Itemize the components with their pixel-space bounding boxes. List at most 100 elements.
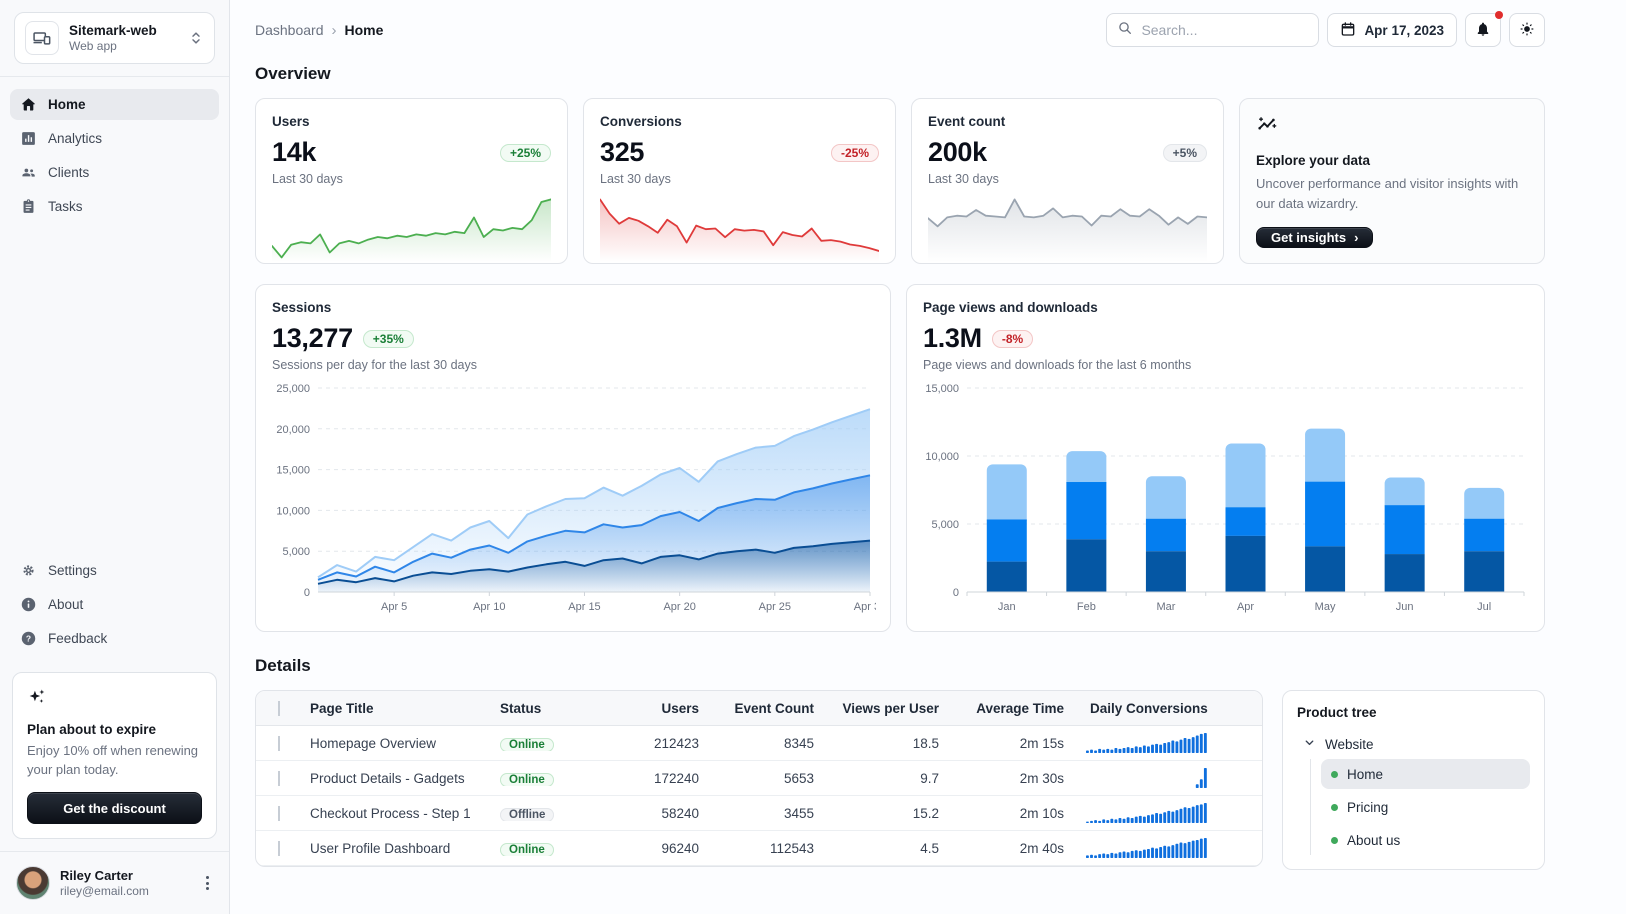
page-title-cell: Checkout Process - Step 1 bbox=[310, 805, 471, 821]
sidebar-menu: Home Analytics Clients Tasks bbox=[0, 77, 229, 234]
daily-conversions-sparkbar bbox=[1086, 733, 1207, 753]
stat-title: Users bbox=[272, 114, 310, 129]
sessions-value: 13,277 bbox=[272, 323, 353, 353]
notification-badge bbox=[1495, 11, 1503, 19]
svg-text:Mar: Mar bbox=[1156, 601, 1175, 613]
sidebar-item-feedback[interactable]: ? Feedback bbox=[10, 623, 219, 654]
daily-conversions-sparkbar bbox=[1195, 768, 1207, 788]
breadcrumb: Dashboard › Home bbox=[255, 22, 383, 39]
svg-text:May: May bbox=[1315, 601, 1336, 613]
svg-text:15,000: 15,000 bbox=[276, 465, 310, 477]
tree-bullet-dot bbox=[1331, 836, 1338, 844]
svg-text:0: 0 bbox=[953, 587, 959, 599]
stat-value: 14k bbox=[272, 137, 317, 167]
sidebar-item-label: About bbox=[48, 597, 84, 613]
svg-text:20,000: 20,000 bbox=[276, 424, 310, 436]
column-header[interactable]: Average Time bbox=[976, 700, 1064, 716]
workspace-name: Sitemark-web bbox=[69, 23, 157, 38]
breadcrumb-dashboard[interactable]: Dashboard bbox=[255, 22, 324, 38]
svg-text:25,000: 25,000 bbox=[276, 383, 310, 395]
column-header[interactable]: Page Title bbox=[310, 700, 374, 716]
breadcrumb-home: Home bbox=[344, 22, 384, 38]
tree-item-home[interactable]: Home bbox=[1321, 759, 1530, 789]
tree-bullet-dot bbox=[1331, 803, 1338, 811]
search-box[interactable] bbox=[1106, 13, 1320, 47]
page-title-cell: User Profile Dashboard bbox=[310, 840, 451, 856]
sessions-chart: 0 5,000 10,000 15,000 20,000 25,000 Apr 5 Apr 1… bbox=[276, 383, 886, 613]
average-time-cell: 2m 40s bbox=[1019, 840, 1064, 856]
tree-item-label: Pricing bbox=[1347, 799, 1389, 815]
sidebar-item-clients[interactable]: Clients bbox=[10, 157, 219, 188]
column-header[interactable]: Event Count bbox=[734, 700, 815, 716]
stat-title: Conversions bbox=[600, 114, 682, 129]
tree-item-about-us[interactable]: About us bbox=[1321, 825, 1530, 855]
overview-title: Overview bbox=[255, 64, 331, 83]
notifications-button[interactable] bbox=[1465, 11, 1503, 47]
svg-text:Apr 10: Apr 10 bbox=[473, 601, 505, 613]
row-checkbox[interactable] bbox=[278, 805, 280, 821]
event-count-stat-card: Event count 200k +5% Last 30 days bbox=[911, 98, 1224, 264]
sidebar-item-settings[interactable]: Settings bbox=[10, 555, 219, 586]
sidebar-item-analytics[interactable]: Analytics bbox=[10, 123, 219, 154]
calendar-icon bbox=[1340, 21, 1356, 40]
date-picker-button[interactable]: Apr 17, 2023 bbox=[1327, 13, 1457, 47]
workspace-type: Web app bbox=[69, 39, 117, 53]
user-menu-ellipsis-icon[interactable] bbox=[202, 872, 213, 894]
people-icon bbox=[20, 164, 37, 181]
select-all-checkbox[interactable] bbox=[278, 700, 280, 716]
workspace-selector[interactable]: Sitemark-web Web app bbox=[14, 12, 215, 64]
insights-icon bbox=[1256, 114, 1278, 141]
home-icon bbox=[20, 96, 37, 113]
column-header[interactable]: Daily Conversions bbox=[1090, 700, 1208, 716]
column-header[interactable]: Status bbox=[500, 700, 542, 716]
row-checkbox[interactable] bbox=[278, 770, 280, 786]
get-discount-button[interactable]: Get the discount bbox=[27, 792, 202, 824]
sidebar-spacer bbox=[0, 234, 229, 543]
chevron-right-icon: › bbox=[1354, 230, 1359, 245]
get-insights-button[interactable]: Get insights › bbox=[1256, 227, 1374, 248]
event-count-cell: 5653 bbox=[783, 770, 814, 786]
stat-caption: Last 30 days bbox=[272, 172, 343, 186]
sidebar-item-home[interactable]: Home bbox=[10, 89, 219, 120]
user-footer: Riley Carter riley@email.com bbox=[0, 852, 229, 914]
page-title-cell: Product Details - Gadgets bbox=[310, 770, 465, 786]
sidebar-item-tasks[interactable]: Tasks bbox=[10, 191, 219, 222]
clipboard-icon bbox=[20, 198, 37, 215]
sidebar-secondary-menu: Settings About ? Feedback bbox=[0, 543, 229, 660]
explore-card-title: Explore your data bbox=[1256, 153, 1371, 168]
chevron-down-icon bbox=[1303, 736, 1316, 752]
pageviews-card: Page views and downloads 1.3M -8% Page v… bbox=[906, 284, 1545, 632]
sessions-title: Sessions bbox=[272, 300, 332, 315]
svg-text:Apr 20: Apr 20 bbox=[663, 601, 695, 613]
column-header[interactable]: Views per User bbox=[842, 700, 939, 716]
event-count-cell: 112543 bbox=[769, 840, 814, 856]
row-checkbox[interactable] bbox=[278, 735, 280, 751]
column-header[interactable]: Users bbox=[661, 700, 699, 716]
bell-icon bbox=[1475, 21, 1491, 40]
views-per-user-cell: 4.5 bbox=[920, 840, 939, 856]
search-icon bbox=[1117, 20, 1133, 41]
sidebar-item-about[interactable]: About bbox=[10, 589, 219, 620]
tree-item-pricing[interactable]: Pricing bbox=[1321, 792, 1530, 822]
row-checkbox[interactable] bbox=[278, 840, 280, 856]
top-header: Dashboard › Home Apr 1 bbox=[255, 11, 1545, 48]
header-controls: Apr 17, 2023 bbox=[1106, 11, 1545, 47]
svg-text:0: 0 bbox=[304, 587, 310, 599]
details-title: Details bbox=[255, 656, 311, 675]
status-badge: Online bbox=[500, 737, 554, 751]
tree-item-label: Home bbox=[1347, 766, 1384, 782]
conversions-sparkline-chart bbox=[600, 198, 879, 262]
theme-toggle-button[interactable] bbox=[1509, 13, 1545, 47]
table-row: User Profile Dashboard Online 96240 1125… bbox=[256, 831, 1262, 866]
page-title-cell: Homepage Overview bbox=[310, 735, 437, 751]
status-badge: Online bbox=[500, 772, 554, 786]
date-label: Apr 17, 2023 bbox=[1364, 22, 1444, 38]
pageviews-title: Page views and downloads bbox=[923, 300, 1098, 315]
search-input[interactable] bbox=[1141, 22, 1309, 38]
user-name: Riley Carter bbox=[60, 868, 133, 883]
gear-icon bbox=[20, 562, 37, 579]
get-insights-label: Get insights bbox=[1271, 230, 1347, 245]
stat-delta-badge: +5% bbox=[1162, 143, 1207, 162]
tree-item-website[interactable]: Website bbox=[1297, 732, 1530, 756]
